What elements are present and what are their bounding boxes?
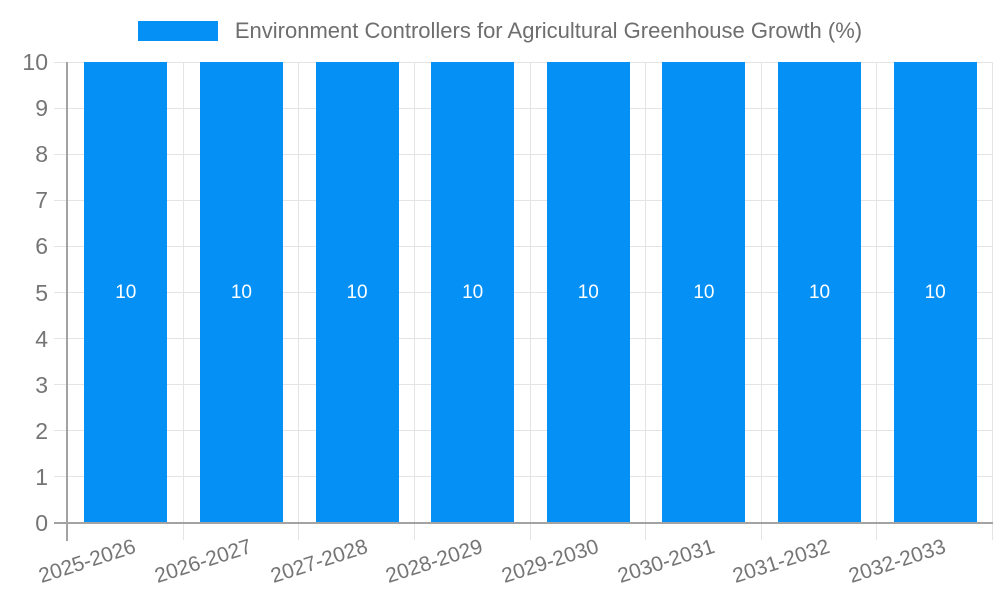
- v-gridline: [413, 62, 415, 540]
- v-gridline: [992, 62, 993, 540]
- plot-area: 0 1 2 3 4 5 6 7 8 9 10 10 10 10 10 10 10 10 10 2025-2026 202…: [22, 49, 993, 588]
- y-axis-line: [66, 62, 68, 541]
- h-gridline: [54, 199, 993, 201]
- v-gridline: [760, 62, 762, 540]
- v-gridline: [298, 62, 300, 540]
- bar-value-label: 10: [115, 281, 137, 303]
- y-tick-label: 1: [35, 463, 48, 490]
- bar: 10: [199, 62, 283, 523]
- bar: 10: [546, 62, 630, 523]
- y-tick-label: 2: [35, 417, 48, 444]
- y-tick-label: 9: [35, 95, 48, 122]
- chart-legend: Environment Controllers for Agricultural…: [0, 17, 1000, 45]
- x-tick-label: 2030-2031: [614, 535, 718, 588]
- h-gridline: [54, 153, 993, 155]
- legend-swatch: [137, 21, 218, 41]
- bar: 10: [84, 62, 168, 523]
- x-tick-label: 2027-2028: [267, 535, 371, 588]
- bar-value-label: 10: [346, 281, 368, 303]
- v-gridline: [529, 62, 531, 540]
- bar-value-label: 10: [577, 281, 599, 303]
- bar-value-label: 10: [462, 281, 484, 303]
- bar: 10: [893, 62, 977, 523]
- h-gridline: [54, 107, 993, 109]
- h-gridline: [54, 384, 993, 386]
- legend-label: Environment Controllers for Agricultural…: [234, 18, 863, 43]
- h-gridline: [54, 476, 993, 478]
- y-tick-label: 7: [35, 187, 48, 214]
- y-tick-label: 10: [22, 49, 48, 75]
- x-tick-label: 2028-2029: [383, 535, 486, 588]
- v-gridline: [645, 62, 647, 540]
- bar: 10: [315, 62, 399, 523]
- v-gridline: [182, 62, 184, 540]
- x-tick-label: 2029-2030: [498, 535, 602, 588]
- v-gridline: [876, 62, 878, 540]
- x-tick-label: 2031-2032: [730, 535, 833, 588]
- bar-value-label: 10: [230, 281, 252, 303]
- bar-value-label: 10: [693, 281, 715, 303]
- h-gridline: [54, 338, 993, 340]
- y-tick-label: 5: [35, 279, 48, 306]
- bar-value-label: 10: [924, 281, 946, 303]
- bar-value-label: 10: [808, 281, 831, 303]
- h-gridline: [54, 430, 993, 432]
- bar: 10: [431, 62, 515, 523]
- x-axis-line: [54, 522, 993, 524]
- y-tick-label: 8: [35, 141, 48, 168]
- bar: 10: [778, 62, 862, 523]
- h-gridline: [54, 292, 993, 293]
- x-tick-label: 2025-2026: [36, 535, 139, 588]
- x-tick-label: 2026-2027: [151, 535, 255, 588]
- bar: 10: [662, 62, 746, 523]
- y-tick-label: 6: [35, 233, 48, 260]
- y-tick-label: 4: [35, 325, 48, 352]
- h-gridline: [54, 245, 993, 247]
- x-tick-label: 2032-2033: [845, 535, 949, 588]
- y-tick-label: 0: [35, 510, 48, 536]
- h-gridline: [54, 61, 993, 63]
- y-tick-label: 3: [35, 371, 48, 398]
